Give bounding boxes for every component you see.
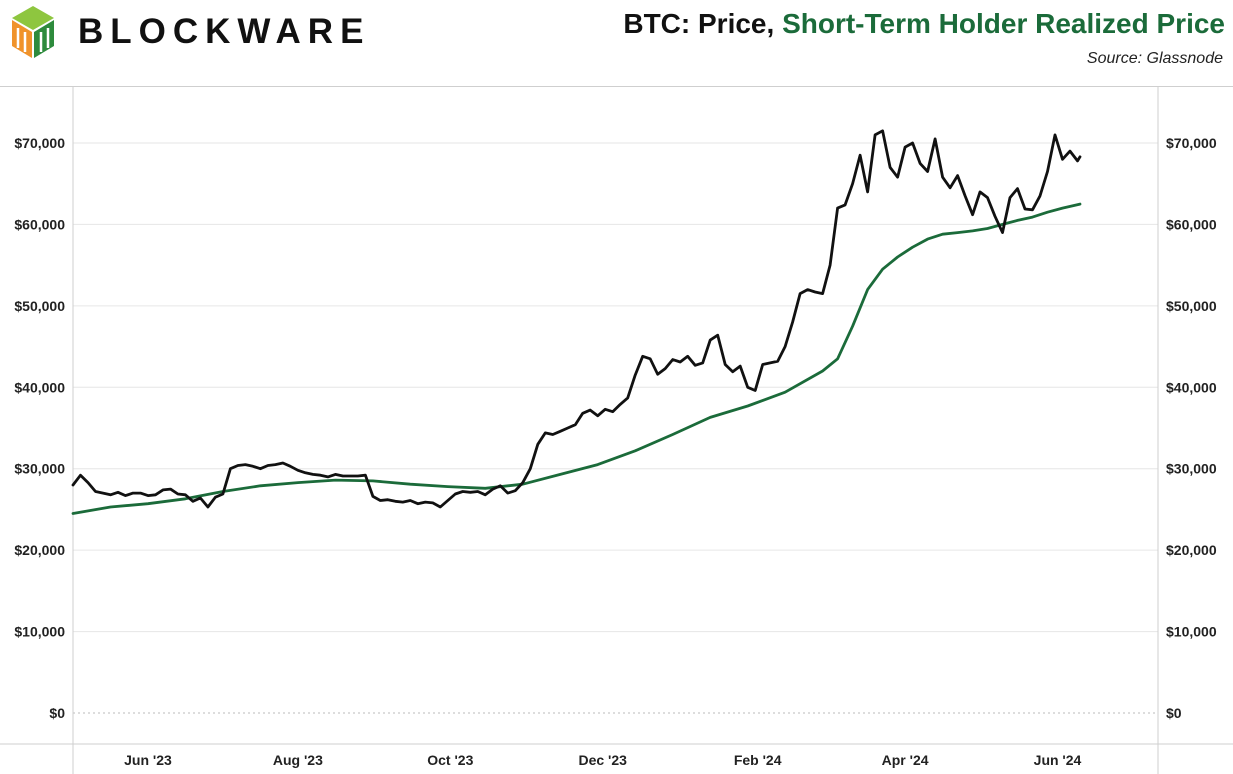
header-divider (0, 86, 1233, 87)
chart-title: BTC: Price, Short-Term Holder Realized P… (623, 8, 1225, 40)
y-tick-label-right: $40,000 (1166, 379, 1217, 395)
brand-name: BLOCKWARE (78, 12, 371, 51)
logo-top-face (12, 6, 54, 30)
y-axis-right: $0 $10,000 $20,000 $30,000 $40,000 $50,000 $60… (1166, 135, 1217, 721)
x-tick-label: Aug '23 (273, 752, 323, 768)
y-tick-label-left: $70,000 (14, 135, 65, 151)
btc-price-line (71, 129, 1082, 509)
x-tick-label: Apr '24 (882, 752, 929, 768)
y-tick-label-left: $20,000 (14, 542, 65, 558)
sth-realized-price-line (71, 202, 1082, 515)
y-tick-label-right: $30,000 (1166, 461, 1217, 477)
y-tick-label-left: $40,000 (14, 379, 65, 395)
x-axis: Jun '23 Aug '23 Oct '23 Dec '23 Feb '24 Apr '… (124, 752, 1081, 768)
y-tick-label-right: $70,000 (1166, 135, 1217, 151)
blockware-logo-icon (12, 6, 54, 58)
y-tick-label-left: $0 (49, 705, 65, 721)
x-tick-label: Dec '23 (578, 752, 627, 768)
x-tick-label: Oct '23 (427, 752, 473, 768)
y-tick-label-left: $50,000 (14, 298, 65, 314)
chart: $0 $10,000 $20,000 $30,000 $40,000 $50,000 $60… (0, 87, 1233, 774)
gridlines (73, 142, 1158, 714)
logo-stripes (16, 28, 50, 52)
x-tick-label: Jun '24 (1034, 752, 1082, 768)
y-axis-left: $0 $10,000 $20,000 $30,000 $40,000 $50,000 $60… (14, 135, 65, 721)
y-tick-label-left: $30,000 (14, 461, 65, 477)
y-tick-label-right: $0 (1166, 705, 1182, 721)
y-tick-label-right: $50,000 (1166, 298, 1217, 314)
series-lines (71, 129, 1082, 515)
y-tick-label-left: $60,000 (14, 216, 65, 232)
x-tick-label: Jun '23 (124, 752, 172, 768)
title-prefix: BTC: Price, (623, 8, 783, 39)
header: BLOCKWARE BTC: Price, Short-Term Holder … (0, 0, 1233, 86)
x-tick-label: Feb '24 (734, 752, 782, 768)
title-highlight: Short-Term Holder Realized Price (782, 8, 1225, 39)
y-tick-label-right: $20,000 (1166, 542, 1217, 558)
y-tick-label-right: $60,000 (1166, 216, 1217, 232)
source-note: Source: Glassnode (1086, 50, 1223, 67)
y-tick-label-right: $10,000 (1166, 624, 1217, 640)
y-tick-label-left: $10,000 (14, 624, 65, 640)
